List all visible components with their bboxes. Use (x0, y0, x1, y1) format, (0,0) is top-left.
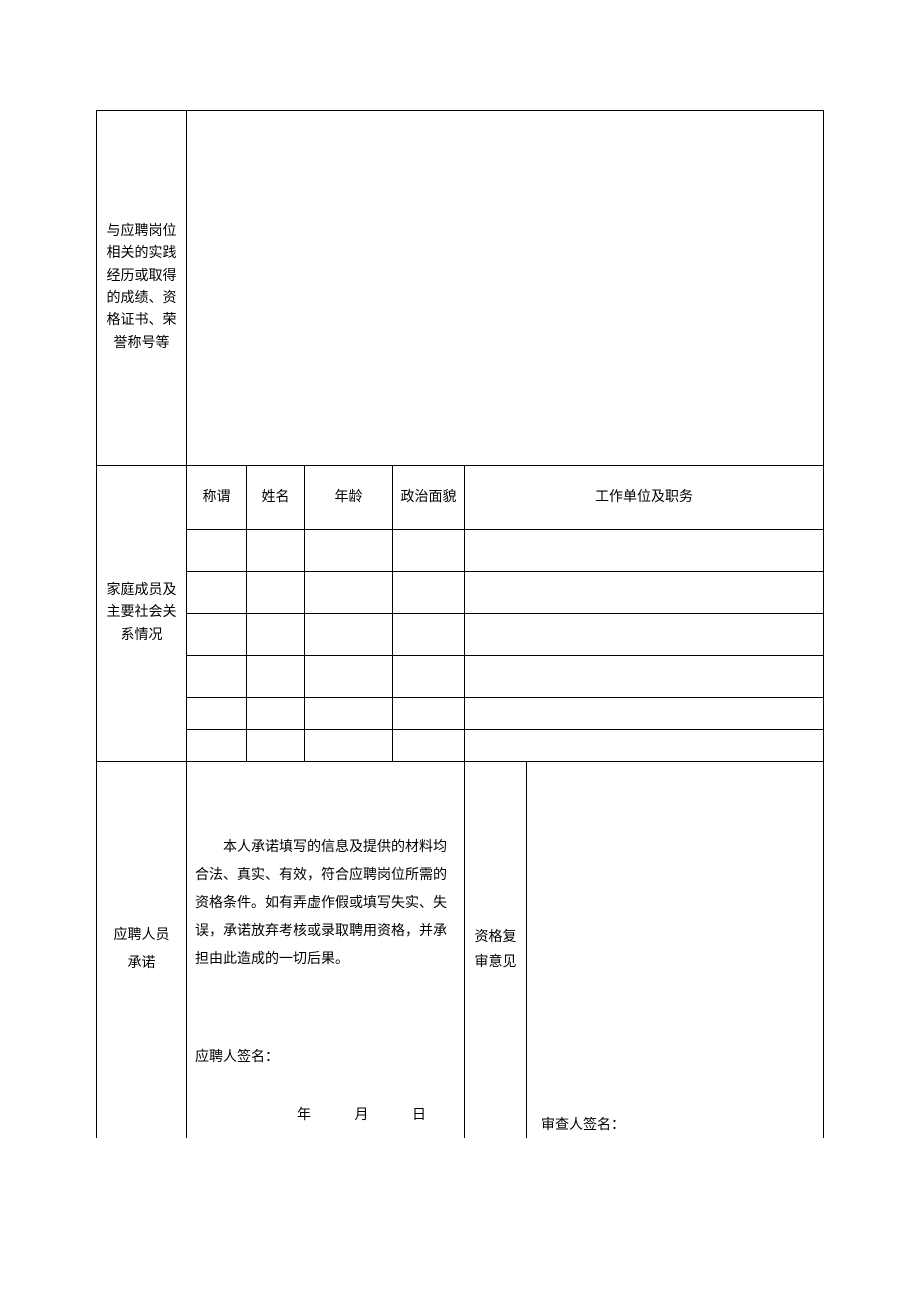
cell-zhengzhi (393, 656, 465, 698)
header-zhengzhi: 政治面貌 (393, 466, 465, 530)
family-relations-label: 家庭成员及主要社会关系情况 (97, 466, 187, 762)
cell-nianling (305, 530, 393, 572)
qualification-review-content: 审查人签名： (527, 762, 824, 1139)
cell-gongzuo (465, 730, 824, 762)
cell-nianling (305, 730, 393, 762)
cell-zhengzhi (393, 730, 465, 762)
cell-gongzuo (465, 656, 824, 698)
header-xingming: 姓名 (247, 466, 305, 530)
cell-zhengzhi (393, 614, 465, 656)
family-row (97, 730, 824, 762)
cell-chengwei (187, 572, 247, 614)
cell-nianling (305, 614, 393, 656)
cell-chengwei (187, 698, 247, 730)
reviewer-signature-label: 审查人签名： (541, 1113, 815, 1138)
cell-nianling (305, 698, 393, 730)
cell-gongzuo (465, 530, 824, 572)
commitment-text: 本人承诺填写的信息及提供的材料均合法、真实、有效，符合应聘岗位所需的资格条件。如… (195, 834, 456, 974)
cell-gongzuo (465, 572, 824, 614)
family-row (97, 656, 824, 698)
commitment-label-line2: 承诺 (103, 950, 180, 978)
applicant-signature-label: 应聘人签名： (195, 1044, 456, 1072)
cell-gongzuo (465, 698, 824, 730)
date-day: 日 (412, 1108, 426, 1123)
practice-experience-content (187, 111, 824, 466)
cell-zhengzhi (393, 572, 465, 614)
cell-zhengzhi (393, 698, 465, 730)
cell-nianling (305, 656, 393, 698)
family-row (97, 614, 824, 656)
cell-chengwei (187, 614, 247, 656)
date-month: 月 (355, 1108, 369, 1123)
header-chengwei: 称谓 (187, 466, 247, 530)
cell-zhengzhi (393, 530, 465, 572)
date-year: 年 (297, 1108, 311, 1123)
cell-chengwei (187, 656, 247, 698)
cell-gongzuo (465, 614, 824, 656)
cell-xingming (247, 656, 305, 698)
family-row (97, 530, 824, 572)
header-nianling: 年龄 (305, 466, 393, 530)
cell-chengwei (187, 730, 247, 762)
applicant-commitment-label: 应聘人员 承诺 (97, 762, 187, 1139)
signature-date: 年 月 日 (195, 1102, 456, 1130)
cell-xingming (247, 530, 305, 572)
cell-xingming (247, 730, 305, 762)
family-row (97, 572, 824, 614)
form-table: 与应聘岗位相关的实践经历或取得的成绩、资格证书、荣誉称号等 家庭成员及主要社会关… (96, 110, 824, 1138)
commitment-content: 本人承诺填写的信息及提供的材料均合法、真实、有效，符合应聘岗位所需的资格条件。如… (187, 762, 465, 1139)
header-gongzuo: 工作单位及职务 (465, 466, 824, 530)
cell-xingming (247, 572, 305, 614)
cell-xingming (247, 614, 305, 656)
family-row (97, 698, 824, 730)
qualification-review-label: 资格复审意见 (465, 762, 527, 1139)
cell-chengwei (187, 530, 247, 572)
cell-nianling (305, 572, 393, 614)
commitment-label-line1: 应聘人员 (103, 922, 180, 950)
cell-xingming (247, 698, 305, 730)
practice-experience-label: 与应聘岗位相关的实践经历或取得的成绩、资格证书、荣誉称号等 (97, 111, 187, 466)
